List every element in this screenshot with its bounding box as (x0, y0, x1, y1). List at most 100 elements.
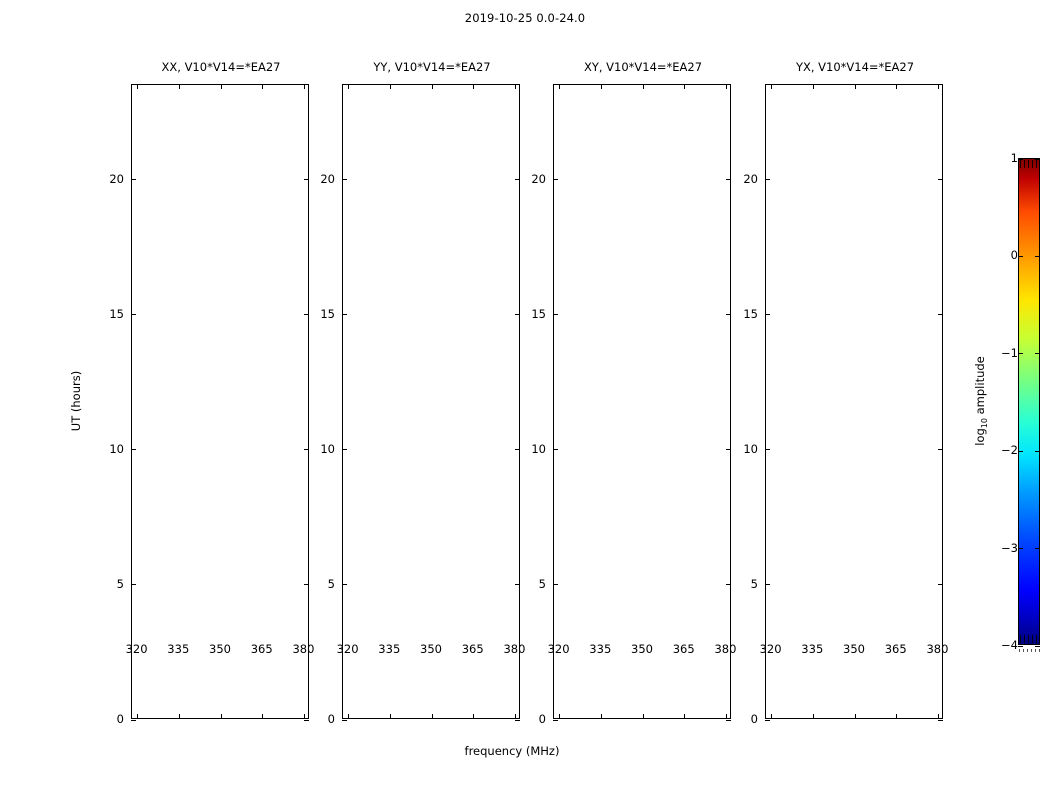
y-tick-label-3-2: 10 (743, 441, 758, 456)
panel-title-yx: YX, V10*V14=*EA27 (795, 60, 915, 74)
y-tick-label-0-2: 10 (109, 441, 124, 456)
colorbar-tick-label-1: 0 (1010, 248, 1018, 263)
y-tick-0-4 (131, 179, 136, 181)
y-tick-right-2-4 (726, 179, 731, 181)
colorbar-tick-label-2: −1 (1001, 345, 1018, 360)
x-tick-top-0-3 (262, 84, 264, 89)
y-tick-label-1-0: 0 (327, 712, 335, 726)
x-tick-top-1-0 (348, 84, 350, 89)
y-tick-label-2-1: 5 (538, 576, 546, 591)
y-tick-label-3-0: 0 (750, 712, 758, 726)
x-tick-label-0-3: 365 (250, 642, 273, 656)
x-tick-top-3-0 (771, 84, 773, 89)
x-tick-2-2 (642, 714, 644, 719)
y-tick-right-3-2 (938, 449, 943, 451)
x-tick-label-0-0: 320 (125, 642, 148, 656)
y-tick-label-1-2: 10 (320, 441, 335, 456)
panel-title-xy: XY, V10*V14=*EA27 (583, 60, 703, 74)
y-tick-right-2-0 (726, 719, 731, 721)
y-tick-label-2-0: 0 (538, 712, 546, 726)
x-tick-label-3-0: 320 (759, 642, 782, 656)
panel-yy[interactable]: YY, V10*V14=*EA27 (342, 60, 520, 721)
y-tick-1-4 (342, 179, 347, 181)
x-tick-label-1-4: 380 (503, 642, 526, 656)
colorbar-extend-min-hatch (1020, 635, 1038, 643)
y-tick-right-0-1 (304, 584, 309, 586)
x-tick-3-4 (937, 714, 939, 719)
colorbar[interactable] (1018, 158, 1040, 647)
y-tick-right-1-2 (515, 449, 520, 451)
x-axis-label-text: frequency (MHz) (464, 744, 560, 758)
x-tick-label-3-3: 365 (884, 642, 907, 656)
colorbar-tick-right-4 (1035, 548, 1040, 550)
y-tick-2-0 (553, 719, 558, 721)
y-tick-2-2 (553, 449, 558, 451)
x-tick-top-2-3 (684, 84, 686, 89)
x-tick-3-2 (854, 714, 856, 719)
colorbar-extend-max-hatch (1020, 160, 1038, 168)
colorbar-gradient[interactable] (1018, 158, 1040, 647)
x-tick-3-1 (812, 714, 814, 719)
x-tick-label-0-1: 335 (167, 642, 190, 656)
y-tick-1-1 (342, 584, 347, 586)
x-tick-2-3 (684, 714, 686, 719)
y-tick-right-3-4 (938, 179, 943, 181)
y-tick-right-1-4 (515, 179, 520, 181)
colorbar-label-tail: amplitude (972, 356, 987, 419)
x-tick-top-3-4 (937, 84, 939, 89)
plot-surface-yy[interactable] (343, 85, 519, 718)
colorbar-tick-1 (1018, 255, 1023, 257)
y-tick-label-2-3: 15 (531, 306, 546, 321)
y-tick-3-0 (765, 719, 770, 721)
colorbar-tick-label-4: −3 (1001, 540, 1018, 555)
y-tick-0-1 (131, 584, 136, 586)
y-tick-right-1-1 (515, 584, 520, 586)
x-tick-label-1-3: 365 (461, 642, 484, 656)
colorbar-tick-right-0 (1035, 158, 1040, 160)
y-tick-label-3-4: 20 (743, 171, 758, 186)
colorbar-tick-4 (1018, 548, 1023, 550)
x-tick-1-4 (514, 714, 516, 719)
x-tick-label-2-3: 365 (672, 642, 695, 656)
colorbar-tick-label-3: −2 (1001, 443, 1018, 458)
x-tick-top-3-3 (896, 84, 898, 89)
y-tick-label-1-3: 15 (320, 306, 335, 321)
x-tick-2-4 (725, 714, 727, 719)
panel-xy[interactable]: XY, V10*V14=*EA27 (553, 60, 731, 721)
x-tick-top-0-0 (137, 84, 139, 89)
y-tick-1-0 (342, 719, 347, 721)
x-tick-label-3-1: 335 (801, 642, 824, 656)
x-tick-2-1 (600, 714, 602, 719)
plot-surface-xx[interactable] (132, 85, 308, 718)
x-tick-label-3-2: 350 (843, 642, 865, 656)
y-tick-right-3-3 (938, 314, 943, 316)
y-tick-0-3 (131, 314, 136, 316)
colorbar-tick-label-5: −4 (1001, 638, 1018, 652)
y-tick-right-0-3 (304, 314, 309, 316)
colorbar-tick-right-3 (1035, 450, 1040, 452)
y-tick-2-1 (553, 584, 558, 586)
x-tick-0-4 (303, 714, 305, 719)
y-tick-label-2-4: 20 (531, 171, 546, 186)
x-tick-1-1 (389, 714, 391, 719)
panel-title-yy: YY, V10*V14=*EA27 (373, 60, 491, 74)
y-tick-3-2 (765, 449, 770, 451)
plot-surface-xy[interactable] (554, 85, 730, 718)
y-tick-label-0-4: 20 (109, 171, 124, 186)
y-tick-1-2 (342, 449, 347, 451)
plot-surface-yx[interactable] (766, 85, 942, 718)
x-tick-top-1-3 (473, 84, 475, 89)
x-tick-0-0 (137, 714, 139, 719)
x-tick-label-2-0: 320 (547, 642, 570, 656)
colorbar-tick-label-0: 1 (1010, 151, 1018, 165)
y-tick-label-1-1: 5 (327, 576, 335, 591)
panel-yx[interactable]: YX, V10*V14=*EA27 (765, 60, 943, 721)
y-tick-label-1-4: 20 (320, 171, 335, 186)
figure-suptitle: 2019-10-25 0.0-24.0 (464, 11, 586, 25)
x-tick-label-2-1: 335 (589, 642, 612, 656)
colorbar-tick-right-1 (1035, 255, 1040, 257)
colorbar-label-sub: 10 (980, 418, 990, 429)
panel-xx[interactable]: XX, V10*V14=*EA27 (131, 60, 309, 721)
y-tick-right-2-1 (726, 584, 731, 586)
x-tick-2-0 (559, 714, 561, 719)
